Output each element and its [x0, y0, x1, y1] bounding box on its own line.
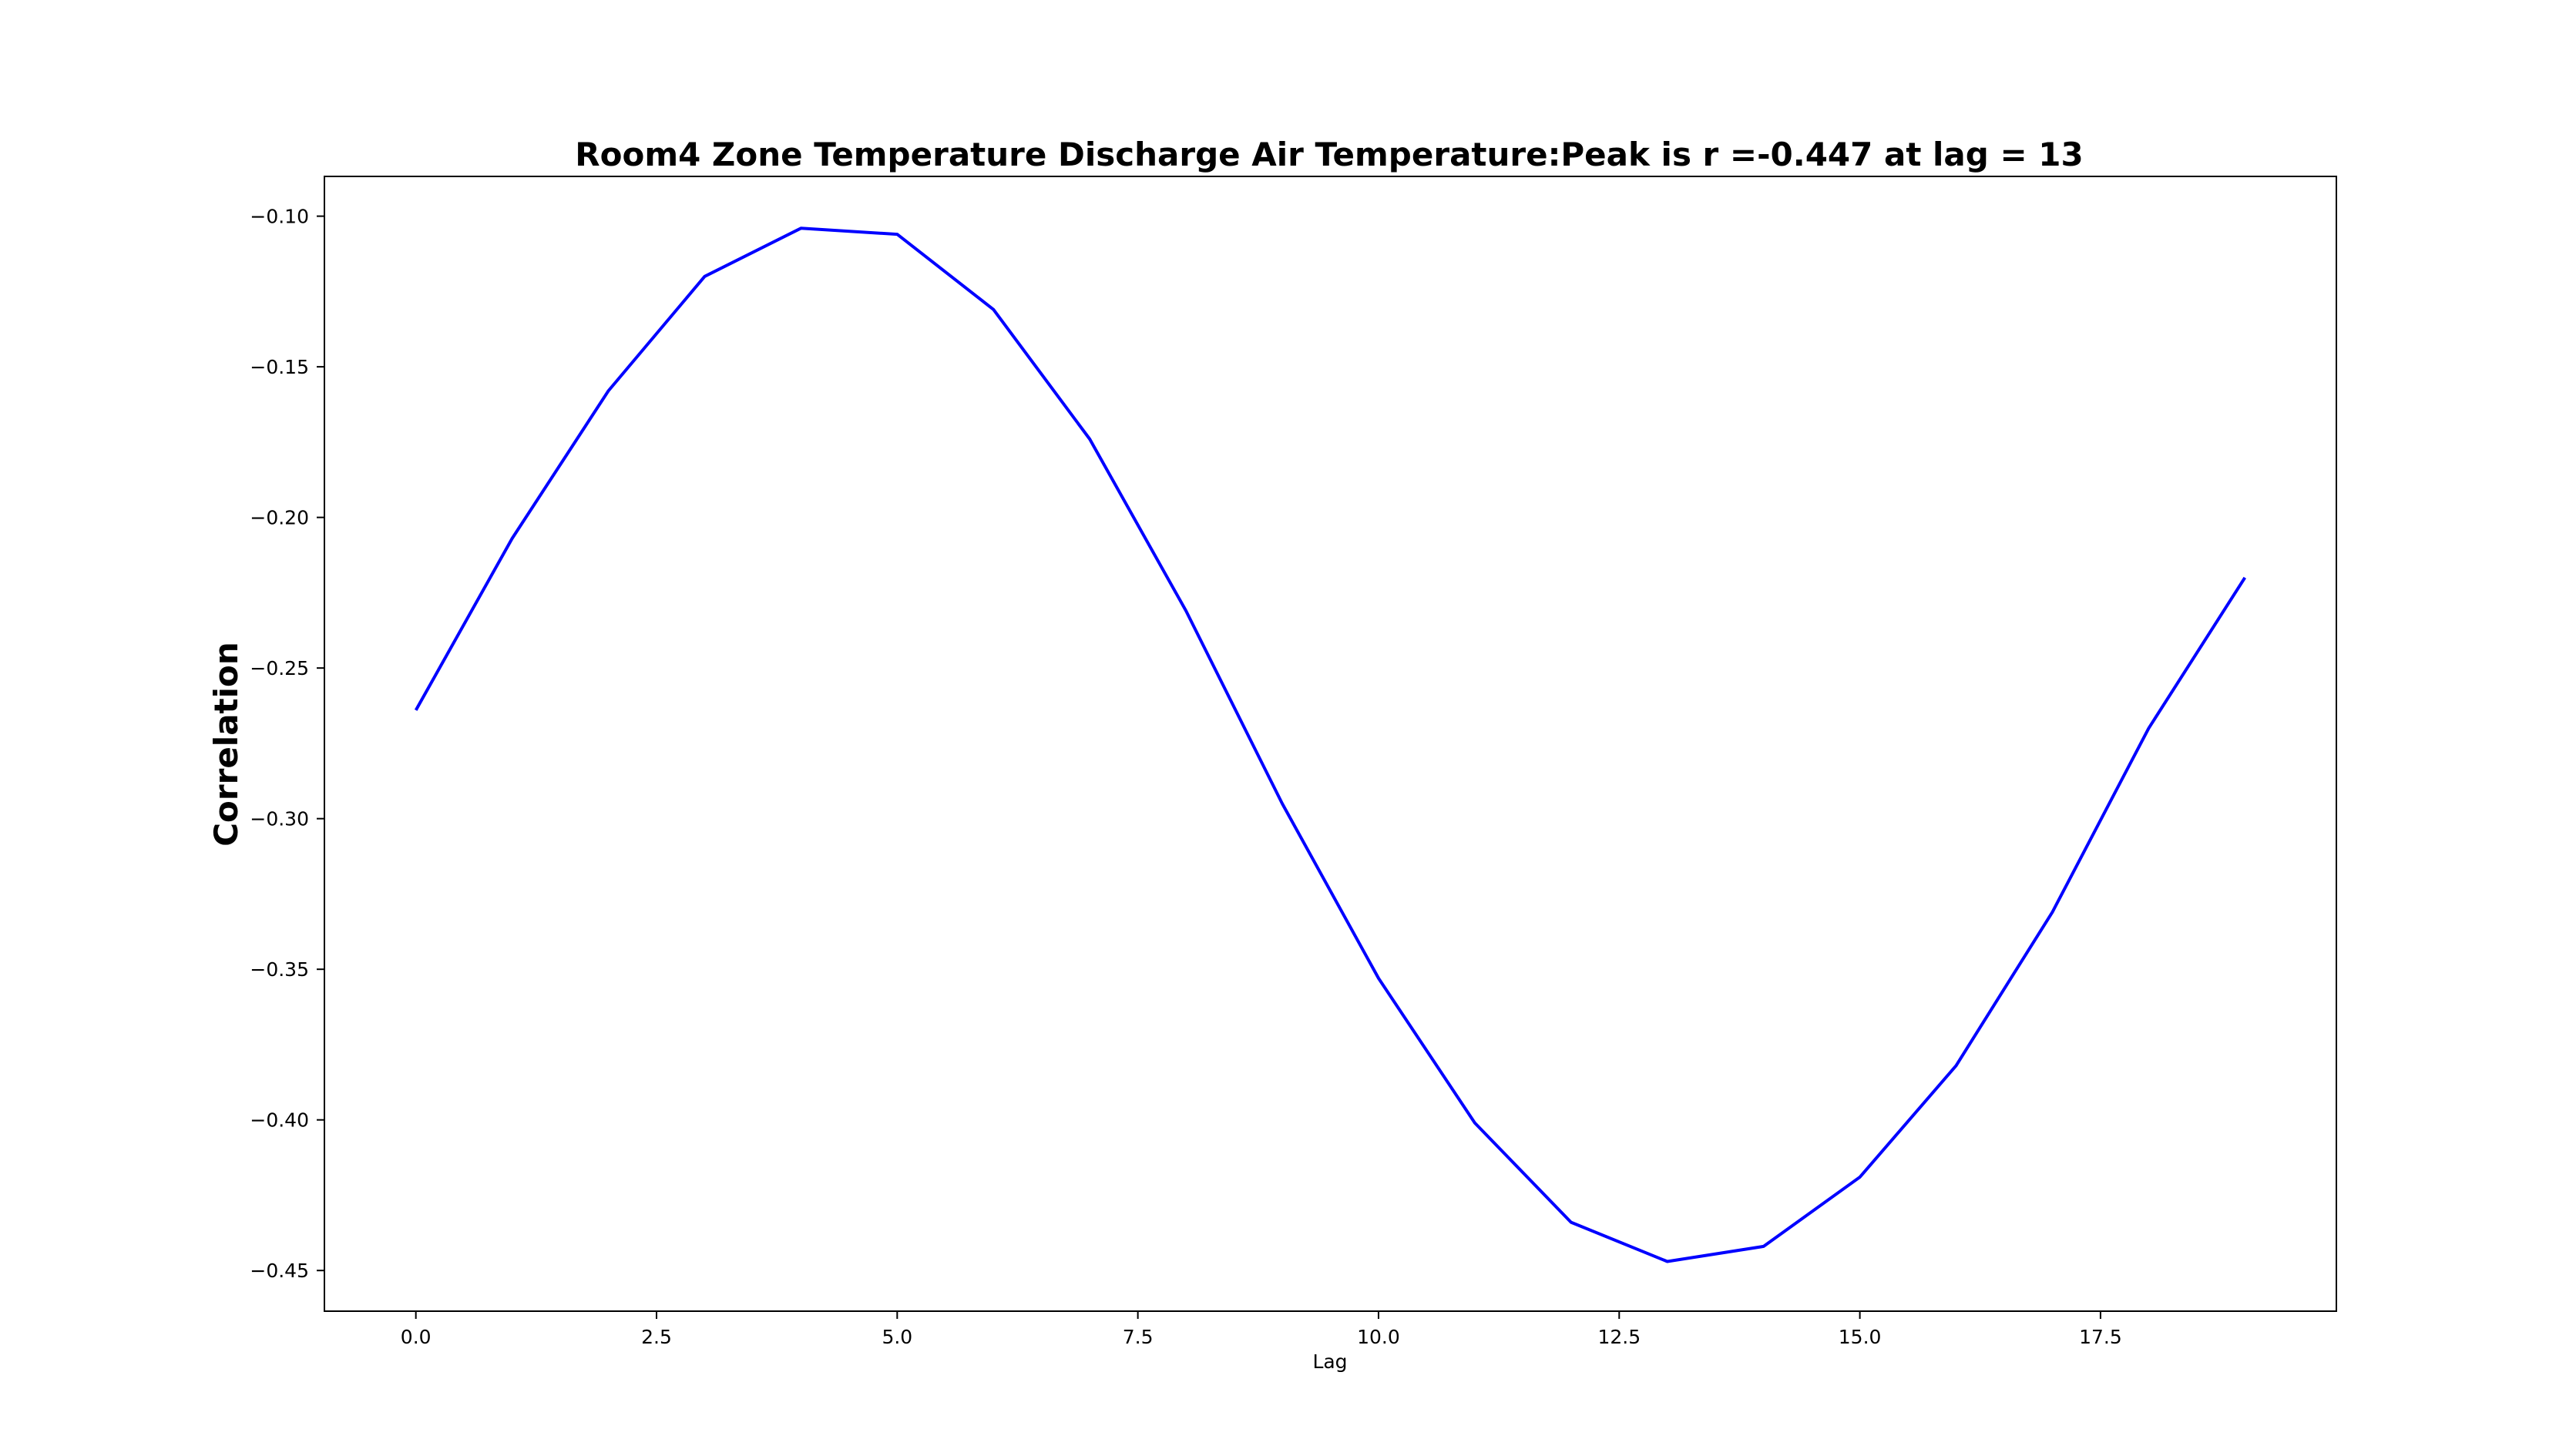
plot-area [414, 226, 2246, 1263]
x-tick-label: 12.5 [1597, 1326, 1641, 1348]
x-tick-label: 17.5 [2079, 1326, 2122, 1348]
x-tick-label: 2.5 [641, 1326, 672, 1348]
y-axis-label: Correlation [207, 642, 245, 847]
y-tick-label: −0.35 [250, 958, 309, 981]
x-axis-label: Lag [1312, 1350, 1347, 1373]
y-tick-label: −0.20 [250, 507, 309, 529]
y-tick-label: −0.15 [250, 356, 309, 378]
x-tick-label: 0.0 [401, 1326, 432, 1348]
y-tick-label: −0.30 [250, 808, 309, 830]
y-tick-label: −0.25 [250, 657, 309, 679]
y-tick-label: −0.45 [250, 1260, 309, 1282]
y-tick-label: −0.10 [250, 206, 309, 228]
x-tick-label: 5.0 [882, 1326, 912, 1348]
x-tick-label: 10.0 [1357, 1326, 1400, 1348]
chart-title: Room4 Zone Temperature Discharge Air Tem… [575, 136, 2083, 173]
x-tick-label: 15.0 [1839, 1326, 1882, 1348]
y-tick-label: −0.40 [250, 1109, 309, 1132]
axes-frame [324, 176, 2337, 1312]
series-line [414, 226, 2246, 1263]
x-tick-label: 7.5 [1123, 1326, 1154, 1348]
